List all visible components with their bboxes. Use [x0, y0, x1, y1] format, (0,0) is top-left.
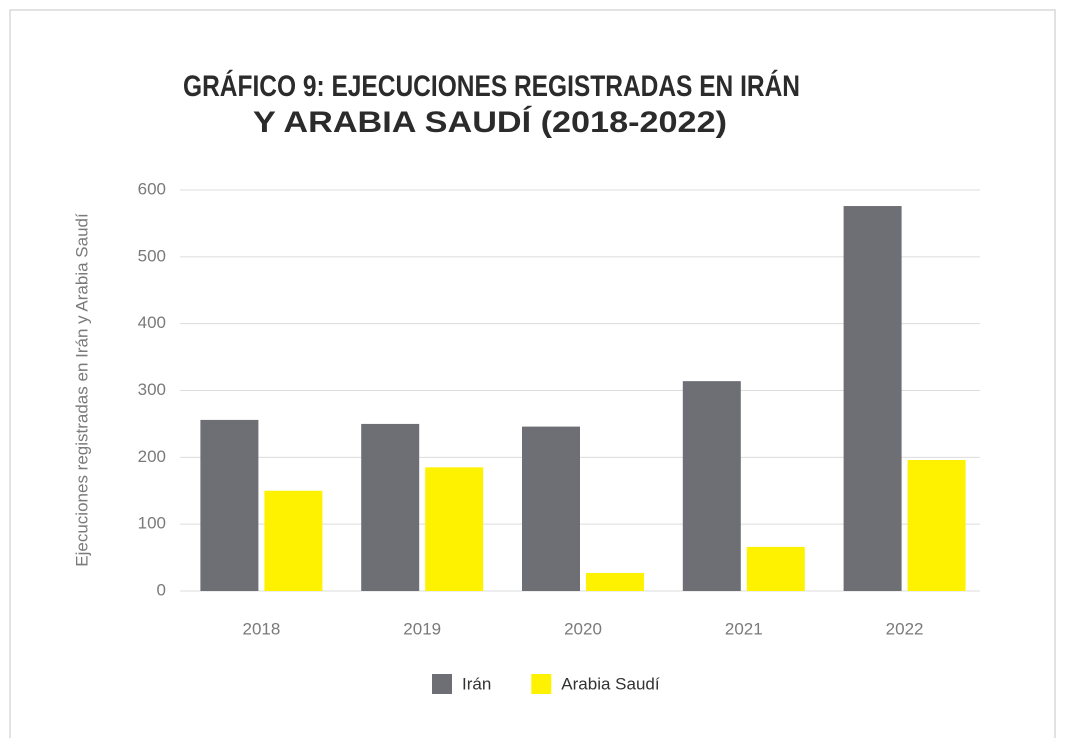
bar — [200, 419, 259, 591]
y-tick-label: 200 — [138, 447, 166, 466]
x-tick-label: 2020 — [564, 619, 602, 638]
legend-swatch — [432, 674, 452, 694]
bar — [586, 572, 644, 591]
bar — [425, 467, 484, 591]
chart-title: Y ARABIA SAUDÍ (2018-2022) — [253, 105, 727, 139]
y-tick-label: 500 — [138, 246, 166, 265]
bar — [522, 426, 580, 591]
bar — [264, 490, 323, 591]
x-tick-label: 2018 — [242, 619, 280, 638]
legend-label: Irán — [462, 674, 491, 693]
bar — [907, 460, 966, 591]
y-tick-label: 300 — [138, 380, 166, 399]
bar — [746, 546, 805, 591]
y-tick-label: 100 — [138, 514, 166, 533]
y-tick-label: 0 — [157, 580, 166, 599]
legend-label: Arabia Saudí — [561, 674, 660, 693]
y-axis-label: Ejecuciones registradas en Irán y Arabia… — [72, 213, 91, 567]
x-tick-label: 2019 — [403, 619, 441, 638]
y-tick-label: 600 — [138, 179, 166, 198]
chart-title: GRÁFICO 9: EJECUCIONES REGISTRADAS EN IR… — [183, 69, 800, 103]
bar — [843, 206, 902, 592]
x-tick-label: 2021 — [725, 619, 763, 638]
legend-swatch — [531, 674, 552, 694]
y-tick-label: 400 — [138, 313, 166, 332]
bar — [361, 423, 420, 591]
bar — [682, 381, 741, 591]
x-tick-label: 2022 — [886, 619, 924, 638]
frame — [9, 9, 1056, 738]
